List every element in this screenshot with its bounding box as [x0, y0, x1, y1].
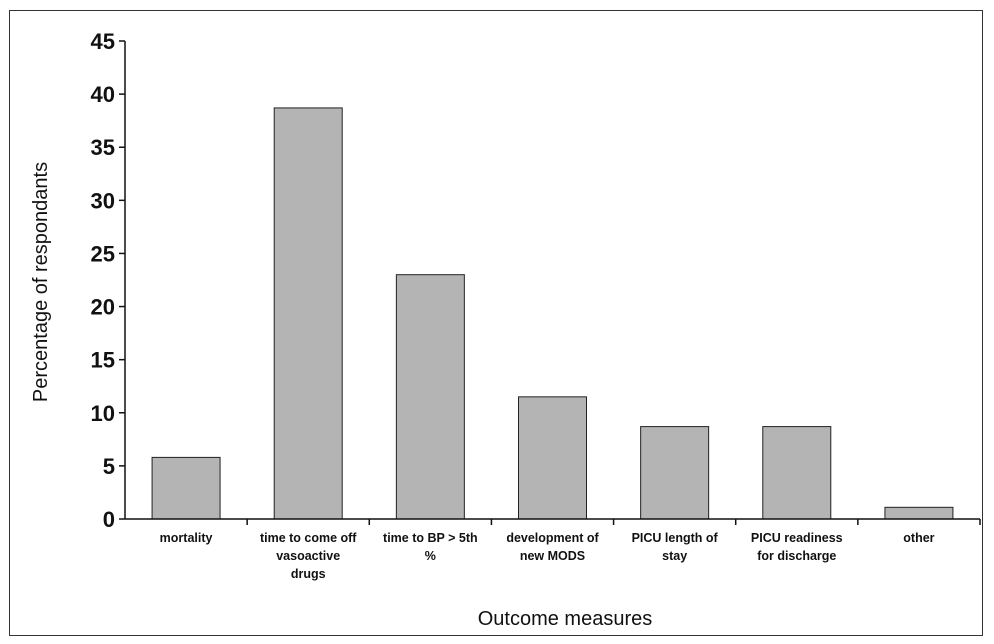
bar [273, 107, 343, 520]
y-tick-label: 0 [103, 507, 115, 532]
bar [762, 426, 832, 520]
y-axis: 0 5 10 15 20 25 30 35 40 45 [91, 29, 126, 532]
bar [395, 274, 465, 520]
x-axis: mortality time to come off vasoactive drugs… [125, 518, 981, 581]
x-axis-title: Outcome measures [478, 608, 653, 630]
x-tick-label: time to come off vasoactive drugs [260, 531, 357, 581]
x-tick-label: development of new MODS [506, 531, 599, 563]
y-tick-label: 35 [91, 135, 115, 160]
bar [640, 426, 710, 520]
bars-group [151, 107, 954, 520]
x-tick-label: other [903, 531, 934, 545]
chart-frame [9, 10, 983, 636]
y-tick-label: 5 [103, 454, 115, 479]
y-tick-label: 30 [91, 188, 115, 213]
y-tick-label: 25 [91, 241, 115, 266]
x-tick-label: mortality [160, 531, 213, 545]
y-axis-title: Percentage of respondants [30, 162, 52, 402]
bar [884, 506, 954, 520]
y-tick-label: 20 [91, 295, 115, 320]
y-tick-label: 40 [91, 82, 115, 107]
x-tick-label: PICU length of stay [632, 531, 719, 563]
x-tick-label: PICU readiness for discharge [751, 531, 843, 563]
bar [518, 396, 587, 520]
x-tick-label: time to BP > 5th% [383, 531, 478, 563]
y-tick-label: 45 [91, 29, 115, 54]
y-tick-label: 15 [91, 348, 115, 373]
bar [151, 456, 221, 520]
y-tick-label: 10 [91, 401, 115, 426]
